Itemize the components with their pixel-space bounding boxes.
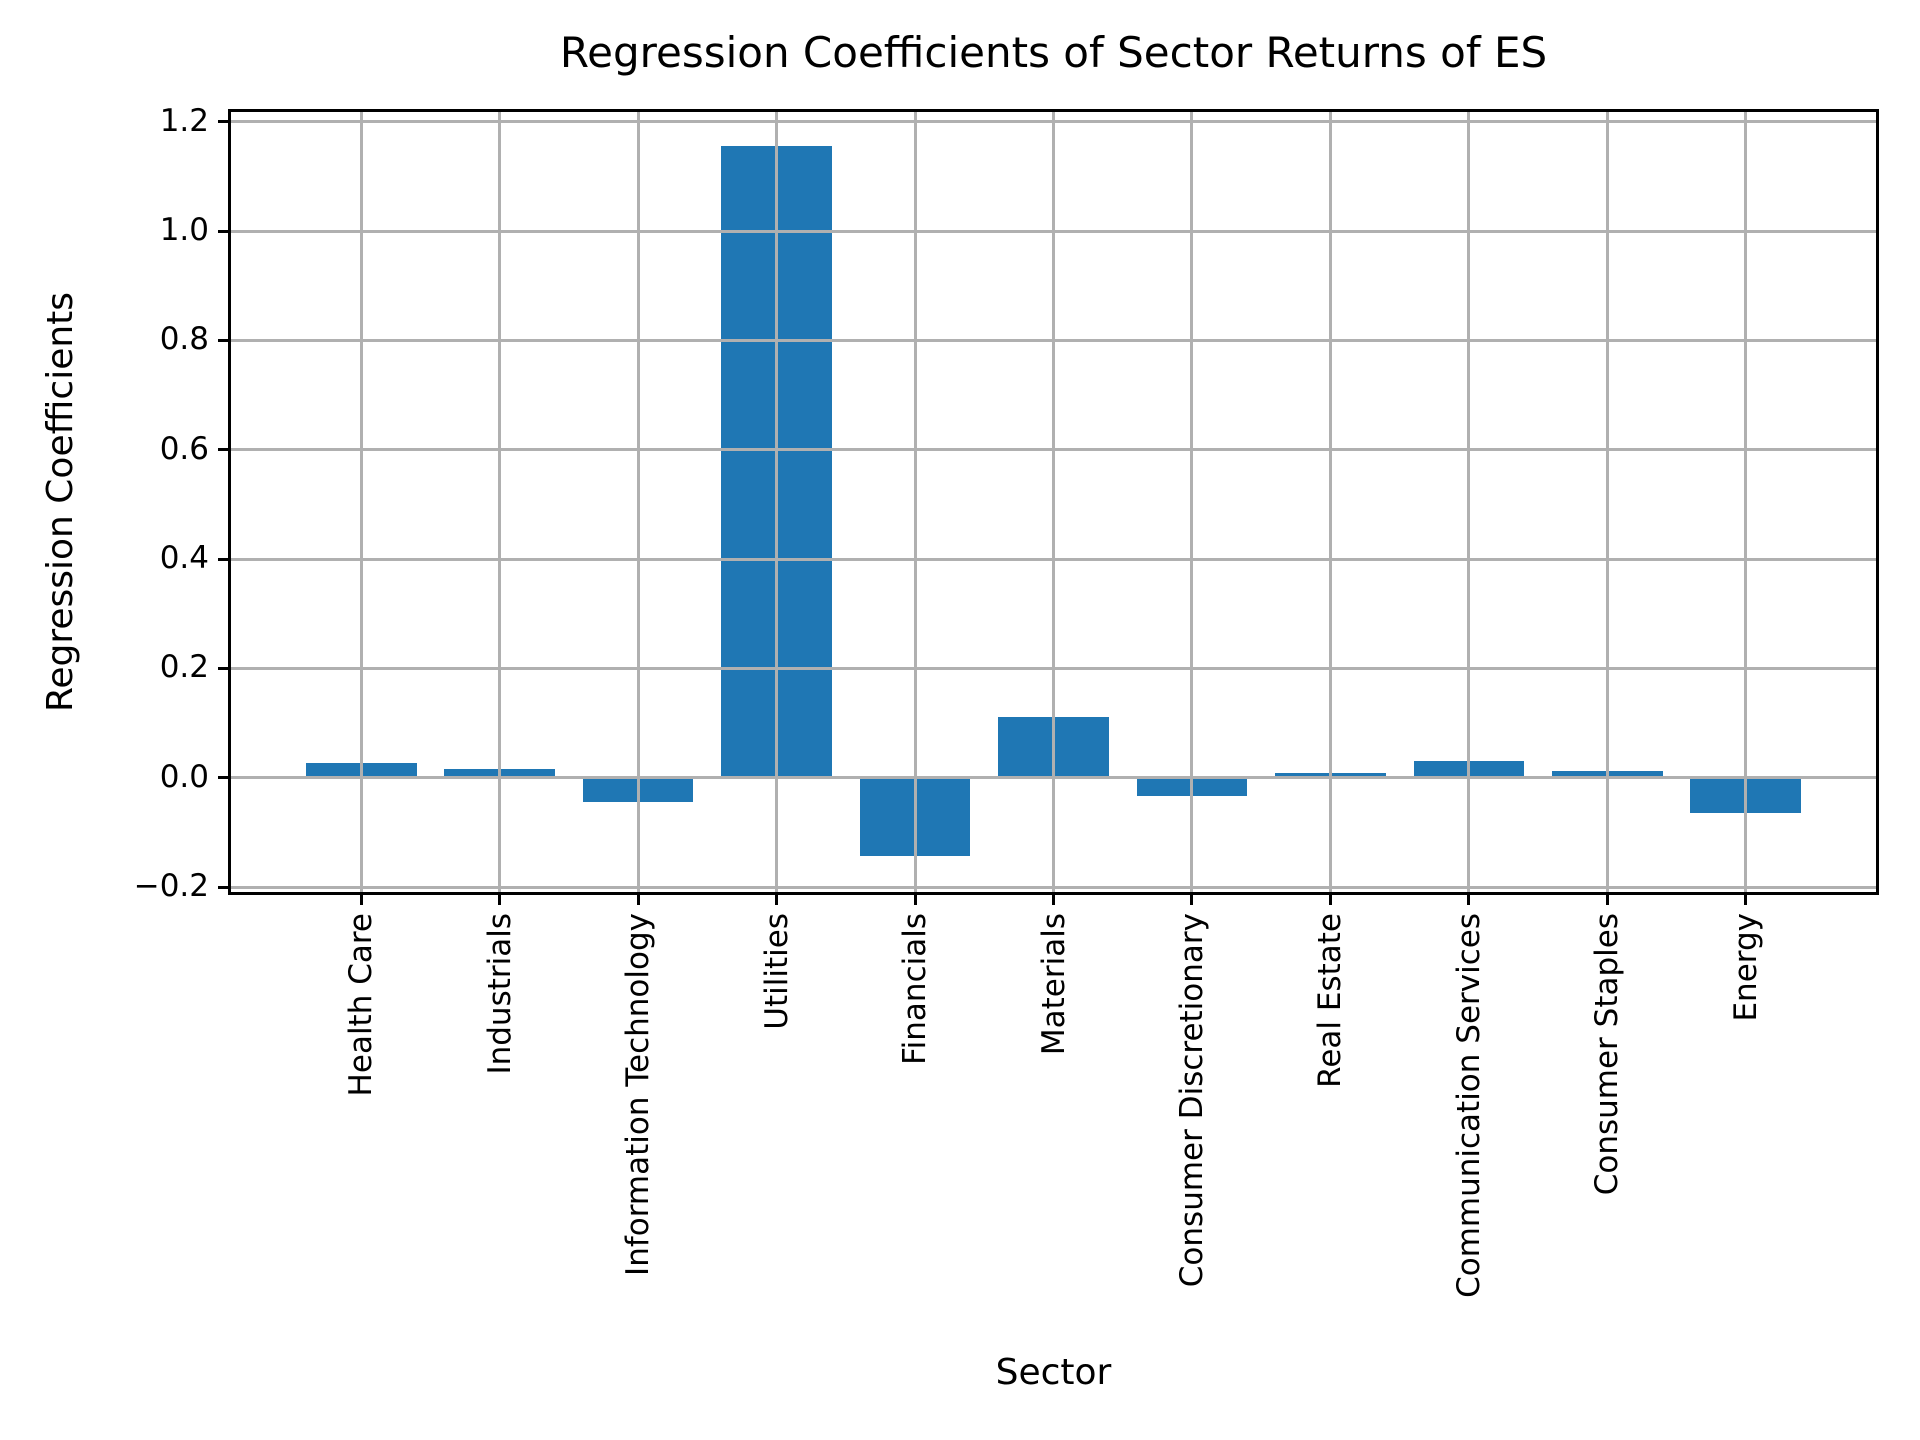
y-tick-label: 0.2 [159,649,209,686]
v-gridline [1744,112,1748,892]
bottom-spine [228,892,1879,895]
y-tick-label: 1.0 [159,212,209,249]
x-tick [775,892,779,905]
x-tick-label-text: Financials [897,913,934,1065]
y-tick [218,557,231,561]
y-tick [218,448,231,452]
chart-title: Regression Coefficients of Sector Return… [559,28,1548,77]
x-tick-label-text: Consumer Discretionary [1173,913,1210,1288]
x-tick [636,892,640,905]
v-gridline [359,112,363,892]
right-spine [1876,109,1879,895]
y-tick [218,666,231,670]
y-tick [218,776,231,780]
left-spine [228,109,231,895]
x-tick [1467,892,1471,905]
x-tick [1190,892,1194,905]
y-tick-label: −0.2 [133,868,209,905]
v-gridline [775,112,779,892]
top-spine [228,109,1879,112]
v-gridline [913,112,917,892]
y-tick-label: 0.4 [159,540,209,577]
x-tick-label-text: Health Care [343,913,380,1097]
y-tick-label: 0.6 [159,430,209,467]
y-tick-label: 1.2 [159,102,209,139]
x-tick-label-text: Utilities [758,913,795,1030]
y-tick [218,338,231,342]
x-tick [913,892,917,905]
v-gridline [1605,112,1609,892]
x-tick-label-text: Information Technology [620,913,657,1276]
x-tick-label-text: Industrials [481,913,518,1075]
v-gridline [1190,112,1194,892]
x-tick-label-text: Consumer Staples [1589,913,1626,1196]
x-tick [359,892,363,905]
x-tick [1328,892,1332,905]
v-gridline [498,112,502,892]
x-axis-label: Sector [995,1352,1112,1393]
v-gridline [1467,112,1471,892]
x-tick [498,892,502,905]
x-tick-label-text: Communication Services [1450,913,1487,1298]
x-tick-label-text: Real Estate [1312,913,1349,1088]
v-gridline [636,112,640,892]
x-tick [1052,892,1055,905]
y-tick [218,885,231,889]
v-gridline [1328,112,1332,892]
y-tick-label: 0.0 [159,758,209,795]
v-gridline [1052,112,1055,892]
x-tick-label-text: Materials [1035,913,1072,1056]
x-tick [1744,892,1748,905]
y-tick [218,229,231,233]
x-tick-label-text: Energy [1727,913,1764,1022]
y-tick-label: 0.8 [159,321,209,358]
y-tick [218,120,231,124]
x-tick [1605,892,1609,905]
